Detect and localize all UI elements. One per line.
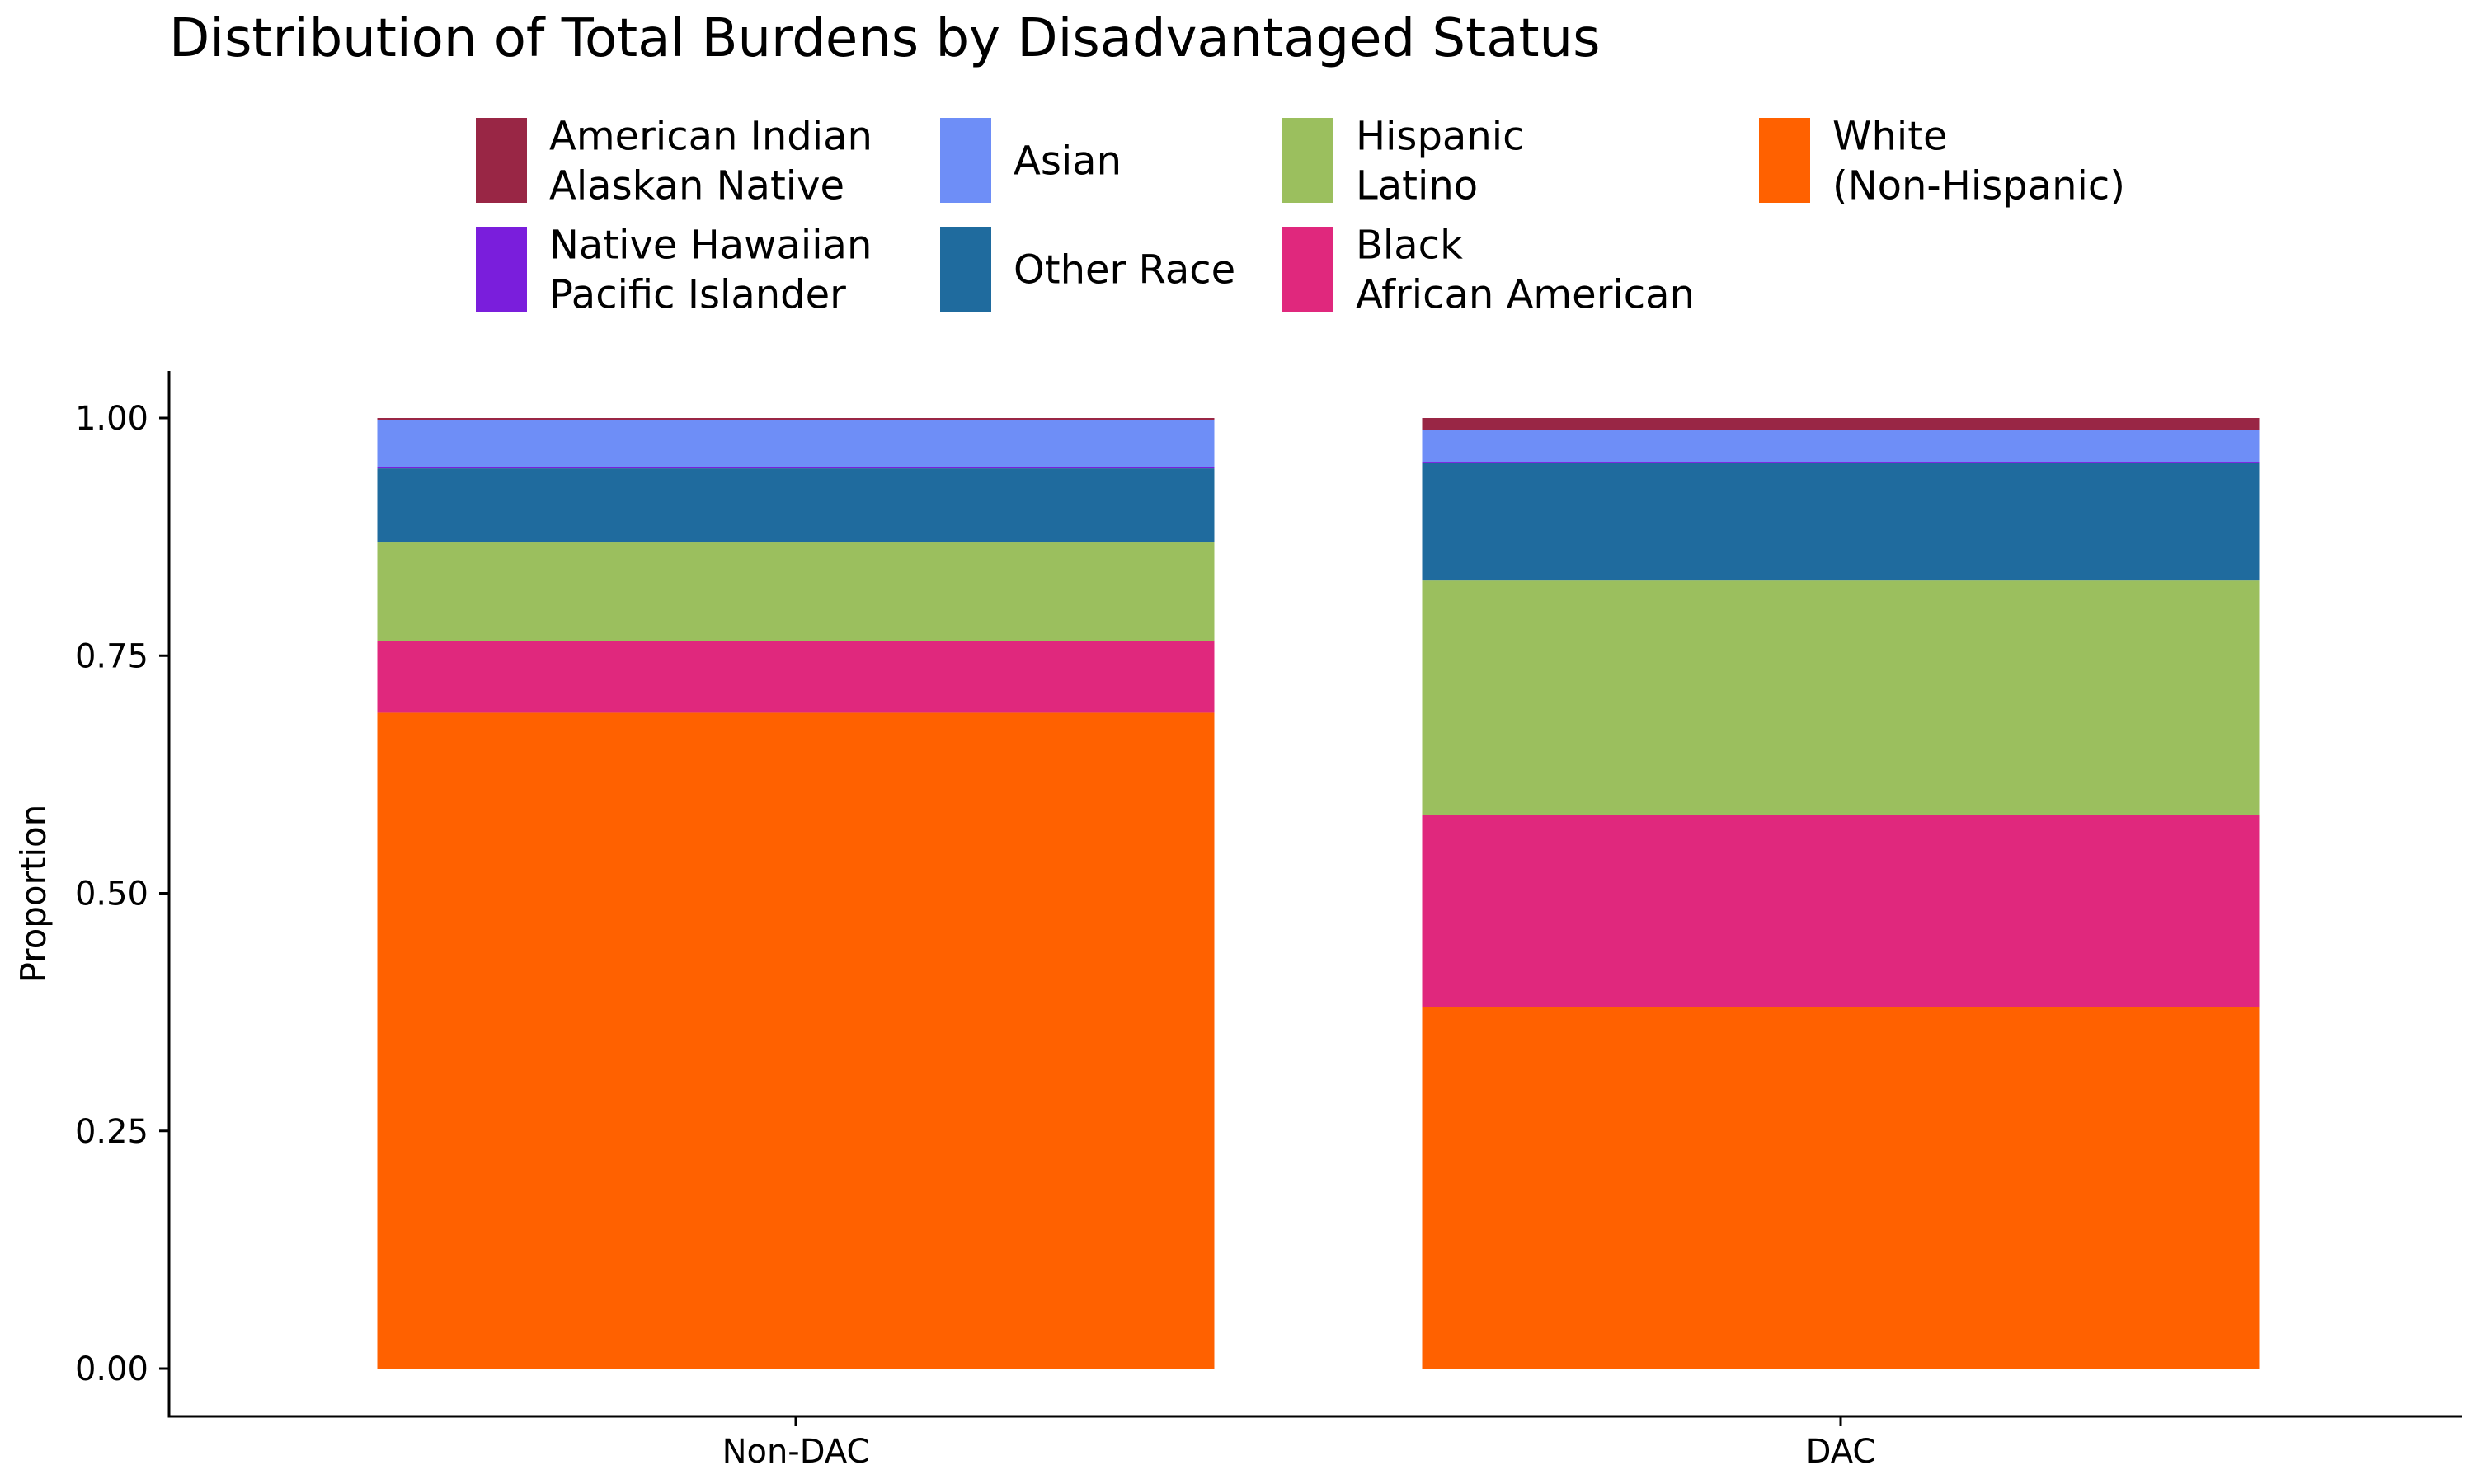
y-tick-label: 0.25 xyxy=(75,1113,148,1151)
bar-segment-non-dac-black-african-american xyxy=(377,641,1215,713)
bar-segment-dac-hispanic-latino xyxy=(1422,580,2260,815)
legend-key-asian xyxy=(940,118,991,203)
legend-label-line: Pacific Islander xyxy=(549,272,846,318)
legend-item-white-non-hispanic: White(Non-Hispanic) xyxy=(1759,114,2125,209)
bar-segment-non-dac-american-indian-alaskan-native xyxy=(377,418,1215,420)
legend-label-line: Native Hawaiian xyxy=(549,223,872,269)
legend-label-line: White xyxy=(1832,114,1948,160)
bar-segment-non-dac-hispanic-latino xyxy=(377,542,1215,641)
bars xyxy=(377,418,2260,1369)
bar-segment-dac-other-race xyxy=(1422,463,2260,581)
y-tick-label: 0.00 xyxy=(75,1350,148,1388)
legend-label: Asian xyxy=(1014,139,1122,185)
legend-label-line: (Non-Hispanic) xyxy=(1832,163,2125,209)
y-tick-label: 0.50 xyxy=(75,876,148,913)
legend-key-white-non-hispanic xyxy=(1759,118,1810,203)
chart-title: Distribution of Total Burdens by Disadva… xyxy=(169,8,1600,69)
legend-label-line: Hispanic xyxy=(1356,114,1524,160)
legend-key-native-hawaiian-pacific-islander xyxy=(476,227,527,312)
bar-segment-dac-black-african-american xyxy=(1422,815,2260,1007)
y-axis-title: Proportion xyxy=(13,805,54,984)
legend-label: Other Race xyxy=(1014,247,1235,294)
x-tick-label: DAC xyxy=(1806,1433,1876,1471)
bar-segment-non-dac-native-hawaiian-pacific-islander xyxy=(377,467,1215,469)
legend-label-line: Latino xyxy=(1356,163,1478,209)
legend-key-black-african-american xyxy=(1282,227,1333,312)
plot-area: 0.00 0.25 0.50 0.75 1.00 Non-DAC DAC xyxy=(75,371,2462,1471)
x-axis-ticks: Non-DAC DAC xyxy=(722,1416,1876,1471)
legend-label-line: American Indian xyxy=(549,114,872,160)
bar-segment-non-dac-other-race xyxy=(377,468,1215,543)
bar-segment-non-dac-asian xyxy=(377,420,1215,467)
bar-segment-non-dac-white-non-hispanic xyxy=(377,712,1215,1369)
legend-label-line: Alaskan Native xyxy=(549,163,844,209)
bar-segment-dac-asian xyxy=(1422,430,2260,463)
legend-item-other-race: Other Race xyxy=(940,227,1235,312)
y-tick-label: 1.00 xyxy=(75,400,148,438)
legend-key-american-indian-alaskan-native xyxy=(476,118,527,203)
bar-segment-dac-white-non-hispanic xyxy=(1422,1007,2260,1369)
legend-label-line: African American xyxy=(1356,272,1695,318)
y-axis-ticks: 0.00 0.25 0.50 0.75 1.00 xyxy=(75,400,169,1388)
legend-label-line: Black xyxy=(1356,223,1463,269)
legend-item-asian: Asian xyxy=(940,118,1122,203)
bar-segment-dac-native-hawaiian-pacific-islander xyxy=(1422,462,2260,463)
legend-key-hispanic-latino xyxy=(1282,118,1333,203)
legend-key-other-race xyxy=(940,227,991,312)
bar-segment-dac-american-indian-alaskan-native xyxy=(1422,418,2260,430)
x-tick-label: Non-DAC xyxy=(722,1433,870,1471)
y-tick-label: 0.75 xyxy=(75,637,148,675)
